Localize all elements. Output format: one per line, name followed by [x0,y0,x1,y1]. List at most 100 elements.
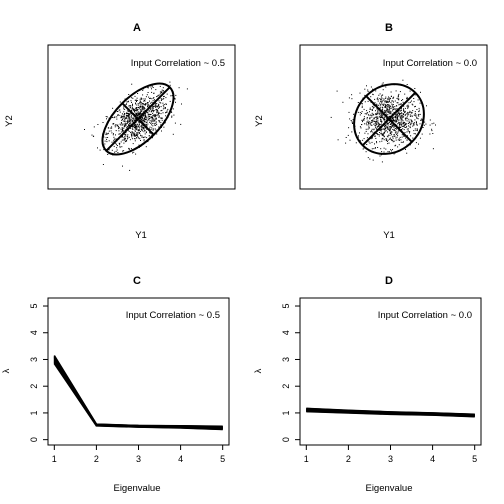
scatter-point [371,106,373,108]
scatter-point [414,147,416,149]
scatter-point [165,112,166,114]
scatter-point [395,90,397,92]
scatter-point [174,122,176,124]
scatter-point [134,109,136,111]
scatter-point [387,124,389,126]
scatter-point [149,113,151,115]
scatter-point [139,102,141,104]
scatter-point [348,111,350,113]
scatter-point [348,97,350,99]
scatter-point [394,130,396,132]
scatter-point [402,116,404,118]
scatter-point [383,133,385,135]
scatter-point [124,138,126,140]
scatter-point [139,109,141,111]
scatter-point [407,128,409,130]
scatter-point [413,124,415,126]
scatter-point [391,150,392,152]
scatter-point [392,106,393,108]
scatter-point [391,104,393,106]
scatter-point [144,108,146,110]
scatter-point [384,125,386,127]
scatter-point [401,113,403,115]
scatter-point [377,109,379,111]
panel-a-xlabel: Y1 [135,230,147,241]
scatter-point [384,109,386,111]
scatter-point [146,102,148,103]
scatter-point [131,109,132,111]
scatter-point [406,131,408,133]
scatter-point [400,127,402,128]
scatter-point [400,141,402,143]
scatter-point [415,121,417,123]
scatter-point [117,145,118,147]
scatter-point [406,97,408,99]
scatter-point [152,97,154,99]
scatter-point [365,123,367,125]
scatter-point [395,137,397,139]
scatter-point [155,118,157,120]
scatter-point [373,105,375,107]
scatter-point [357,136,359,138]
scatter-point [363,118,365,119]
scatter-point [120,117,122,119]
scatter-point [381,127,383,129]
scatter-point [399,124,400,125]
scatter-point [137,115,139,117]
scatter-point [374,135,376,137]
scatter-point [369,158,371,160]
scatter-point [142,98,144,100]
scatter-point [150,97,151,99]
scatter-point [115,130,117,132]
scatter-point [406,105,408,107]
scatter-point [406,116,408,118]
scatter-point [373,118,375,120]
scatter-point [389,105,391,107]
scatter-point [167,108,169,110]
scatter-point [400,118,402,120]
scatter-point [147,113,149,115]
scatter-point [119,101,121,103]
scatter-point [117,126,119,127]
scatter-point [390,123,392,125]
scatter-point [352,119,354,121]
scatter-point [412,110,414,112]
scatter-point [142,120,144,122]
scatter-point [145,104,146,106]
scatter-point [158,113,159,114]
scatter-point [93,126,95,128]
scatter-point [149,132,151,134]
scatter-point [125,129,127,130]
scatter-point [381,114,383,116]
scatter-point [375,110,376,112]
scatter-point [406,98,408,100]
y-tick-label: 3 [281,357,291,362]
scatter-point [400,110,401,112]
scatter-point [389,137,391,139]
scatter-point [366,137,368,139]
scatter-point [379,132,381,133]
scatter-point [370,124,372,126]
scatter-point [123,115,125,117]
scatter-point [372,88,374,90]
panel-b-ylabel: Y2 [254,115,265,127]
scatter-point [162,104,164,106]
scatter-point [134,123,136,125]
scatter-point [373,129,375,131]
scatter-point [375,121,377,123]
scatter-point [404,111,405,113]
scatter-point [407,112,409,114]
scatter-point [382,100,383,102]
scatter-point [147,87,149,89]
scatter-point [150,116,152,118]
scatter-point [386,110,387,112]
scatter-point [362,121,363,123]
scatter-point [147,87,149,89]
scatter-point [158,106,160,107]
scatter-point [148,110,150,112]
scatter-point [160,106,162,108]
scatter-point [406,96,408,98]
scatter-point [165,97,167,99]
scatter-point [129,122,131,124]
scatter-point [155,105,157,107]
